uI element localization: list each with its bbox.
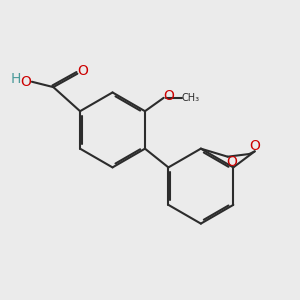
Text: O: O bbox=[164, 89, 175, 103]
Text: O: O bbox=[20, 75, 31, 89]
Text: O: O bbox=[249, 139, 260, 153]
Text: H: H bbox=[11, 72, 21, 86]
Text: O: O bbox=[77, 64, 88, 78]
Text: CH₃: CH₃ bbox=[182, 93, 200, 103]
Text: O: O bbox=[226, 155, 237, 169]
